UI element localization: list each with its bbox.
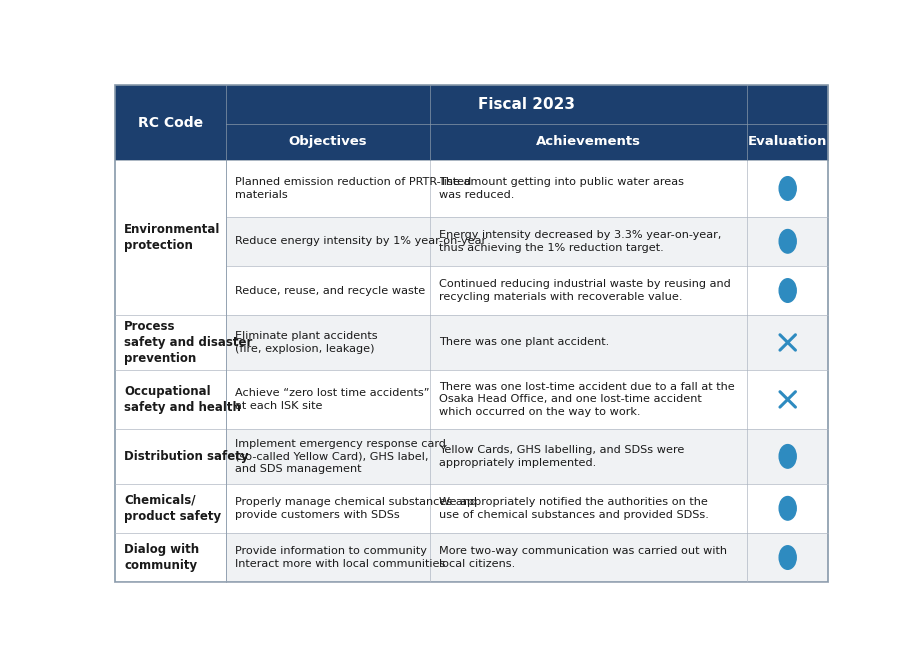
Bar: [225, 160, 429, 217]
Bar: [115, 315, 225, 369]
Bar: [429, 533, 746, 582]
Bar: [746, 124, 827, 160]
Text: More two-way communication was carried out with
local citizens.: More two-way communication was carried o…: [438, 547, 726, 568]
Text: Occupational
safety and health: Occupational safety and health: [124, 385, 241, 414]
Text: Eliminate plant accidents
(fire, explosion, leakage): Eliminate plant accidents (fire, explosi…: [235, 331, 378, 354]
Text: There was one plant accident.: There was one plant accident.: [438, 338, 608, 348]
Bar: [429, 124, 746, 160]
Bar: [225, 85, 827, 124]
Bar: [225, 369, 429, 429]
Text: Evaluation: Evaluation: [747, 136, 826, 149]
Bar: [746, 484, 827, 533]
Bar: [225, 315, 429, 369]
Bar: [746, 429, 827, 484]
Text: We appropriately notified the authorities on the
use of chemical substances and : We appropriately notified the authoritie…: [438, 497, 708, 520]
Text: Provide information to community
Interact more with local communities: Provide information to community Interac…: [235, 547, 445, 568]
Ellipse shape: [778, 445, 795, 468]
Bar: [429, 484, 746, 533]
Text: RC Code: RC Code: [138, 116, 203, 130]
Bar: [746, 266, 827, 315]
Text: Implement emergency response card
(so-called Yellow Card), GHS label,
and SDS ma: Implement emergency response card (so-ca…: [235, 439, 446, 474]
Text: Energy intensity decreased by 3.3% year-on-year,
thus achieving the 1% reduction: Energy intensity decreased by 3.3% year-…: [438, 230, 720, 253]
Bar: [746, 217, 827, 266]
Ellipse shape: [778, 496, 795, 520]
Bar: [115, 85, 225, 160]
Bar: [225, 484, 429, 533]
Bar: [225, 266, 429, 315]
Bar: [115, 484, 225, 533]
Text: Reduce, reuse, and recycle waste: Reduce, reuse, and recycle waste: [235, 286, 425, 295]
Ellipse shape: [778, 229, 795, 253]
Text: Achieve “zero lost time accidents”
at each ISK site: Achieve “zero lost time accidents” at ea…: [235, 388, 429, 410]
Bar: [225, 533, 429, 582]
Bar: [429, 429, 746, 484]
Bar: [115, 369, 225, 429]
Bar: [746, 160, 827, 217]
Bar: [429, 160, 746, 217]
Text: Chemicals/
product safety: Chemicals/ product safety: [124, 494, 221, 523]
Ellipse shape: [778, 279, 795, 302]
Text: Achievements: Achievements: [536, 136, 641, 149]
Text: There was one lost-time accident due to a fall at the
Osaka Head Office, and one: There was one lost-time accident due to …: [438, 382, 734, 417]
Ellipse shape: [778, 176, 795, 200]
Bar: [225, 217, 429, 266]
Text: The amount getting into public water areas
was reduced.: The amount getting into public water are…: [438, 177, 683, 200]
Text: Yellow Cards, GHS labelling, and SDSs were
appropriately implemented.: Yellow Cards, GHS labelling, and SDSs we…: [438, 445, 684, 467]
Bar: [746, 369, 827, 429]
Text: Environmental
protection: Environmental protection: [124, 223, 221, 252]
Bar: [429, 369, 746, 429]
Bar: [115, 429, 225, 484]
Text: Continued reducing industrial waste by reusing and
recycling materials with reco: Continued reducing industrial waste by r…: [438, 280, 730, 301]
Text: Planned emission reduction of PRTR-listed
materials: Planned emission reduction of PRTR-liste…: [235, 177, 471, 200]
Bar: [429, 266, 746, 315]
Bar: [746, 315, 827, 369]
Text: Reduce energy intensity by 1% year-on-year: Reduce energy intensity by 1% year-on-ye…: [235, 237, 486, 247]
Text: Process
safety and disaster
prevention: Process safety and disaster prevention: [124, 320, 253, 365]
Bar: [429, 315, 746, 369]
Bar: [225, 429, 429, 484]
Text: Properly manage chemical substances and
provide customers with SDSs: Properly manage chemical substances and …: [235, 497, 477, 520]
Text: Objectives: Objectives: [289, 136, 367, 149]
Bar: [225, 124, 429, 160]
Text: Fiscal 2023: Fiscal 2023: [478, 97, 574, 112]
Text: Dialog with
community: Dialog with community: [124, 543, 199, 572]
Bar: [746, 533, 827, 582]
Text: Distribution safety: Distribution safety: [124, 450, 248, 463]
Bar: [115, 533, 225, 582]
Bar: [429, 217, 746, 266]
Bar: [115, 160, 225, 315]
Ellipse shape: [778, 546, 795, 569]
